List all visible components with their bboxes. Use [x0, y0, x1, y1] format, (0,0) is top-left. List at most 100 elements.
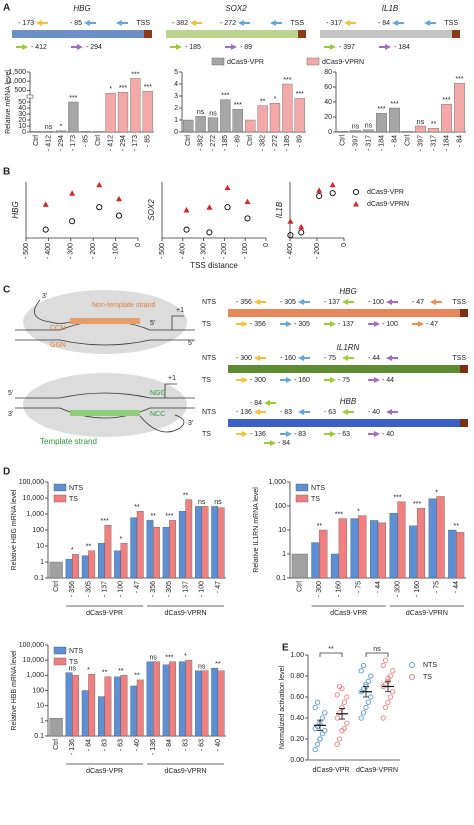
legend-label: dCas9-VPR	[227, 59, 264, 66]
arrow	[324, 431, 336, 437]
arrow	[254, 355, 266, 361]
y-tick-label: 20	[18, 117, 26, 124]
y-tick-label: 30	[18, 111, 26, 118]
arrow	[324, 44, 336, 50]
point	[380, 715, 386, 721]
site-label: - 305	[294, 321, 310, 328]
arrow	[236, 431, 248, 437]
y-tick-label: 1	[40, 559, 44, 566]
bar	[257, 105, 268, 133]
label: NGG	[150, 390, 166, 397]
point	[42, 226, 49, 233]
tss-label: TSS	[136, 20, 150, 27]
legend-label: NTS	[69, 648, 83, 655]
gene-name: HBB	[340, 397, 357, 406]
site-label: - 356	[236, 299, 252, 306]
point	[96, 181, 103, 188]
bar	[80, 131, 91, 133]
significance: ns	[198, 499, 206, 506]
label: Non-template strand	[92, 302, 156, 309]
label: CCN	[50, 325, 65, 332]
significance: ns	[365, 123, 373, 130]
x-tick-label: - 100	[112, 243, 119, 259]
y-axis-label: Relative HBB mRNA level	[11, 650, 18, 731]
axis-break	[26, 94, 34, 99]
point	[287, 232, 294, 239]
x-tick-label: - 84	[391, 135, 398, 147]
x-tick-label: - 356	[69, 581, 76, 597]
y-tick-label: 0	[174, 129, 178, 136]
site-label: - 185	[185, 44, 201, 51]
point	[317, 736, 323, 742]
bar	[245, 119, 256, 133]
point	[382, 704, 389, 711]
label: 3'	[42, 293, 47, 300]
bar	[201, 506, 209, 579]
point	[363, 704, 369, 711]
panel-label: B	[3, 167, 10, 178]
label: 5'	[8, 390, 13, 397]
bar	[55, 130, 67, 133]
bar	[269, 103, 281, 133]
point	[244, 215, 251, 222]
site-label: - 412	[31, 44, 47, 51]
x-tick-label: Ctrl	[247, 135, 254, 146]
point	[312, 746, 318, 753]
point	[329, 190, 336, 197]
significance: **	[453, 523, 459, 530]
site-label: - 89	[240, 44, 252, 51]
significance: ns	[69, 666, 77, 673]
gene-name: IL1RN	[337, 343, 360, 352]
legend-label: dCas9-VPRN	[322, 59, 364, 66]
x-tick-label: dCas9-VPRN	[356, 767, 398, 774]
point	[322, 710, 328, 716]
significance: *	[109, 86, 112, 93]
label: 5'	[188, 340, 193, 347]
significance: *	[435, 489, 438, 496]
gene-name: HBG	[339, 287, 356, 296]
y-tick-label: 20	[324, 114, 332, 121]
site-label: - 305	[280, 299, 296, 306]
y-tick-label: 1,500	[8, 69, 26, 76]
significance: ***	[221, 92, 229, 99]
arrow	[170, 44, 182, 50]
x-tick-label: - 160	[414, 581, 421, 597]
legend-marker	[353, 201, 359, 207]
x-tick-label: - 89	[297, 135, 304, 147]
bar	[337, 131, 348, 133]
x-tick-label: - 84	[166, 739, 173, 751]
x-tick-label: - 305	[85, 581, 92, 597]
label: +1	[168, 375, 176, 382]
x-tick-label: - 184	[443, 135, 450, 151]
significance: *	[274, 96, 277, 103]
point	[382, 657, 389, 663]
x-tick-label: - 100	[199, 581, 206, 597]
point	[368, 673, 374, 679]
x-tick-label: - 200	[221, 243, 228, 259]
site-label: - 47	[412, 299, 424, 306]
x-tick-label: - 294	[120, 135, 127, 151]
point	[344, 694, 350, 700]
arrow	[392, 20, 404, 26]
gene-bar	[228, 365, 468, 373]
site-label: - 83	[280, 409, 292, 416]
point	[183, 207, 190, 213]
significance: ***	[442, 97, 450, 104]
error-bar	[317, 719, 323, 731]
bar	[49, 718, 63, 737]
panel-label: E	[282, 643, 289, 654]
y-tick-label: 0.1	[34, 733, 44, 740]
legend-label: TS	[311, 496, 320, 503]
legend-marker	[352, 188, 360, 196]
significance: ***	[144, 84, 152, 91]
point	[334, 715, 340, 721]
gene-bar	[166, 30, 306, 38]
legend-marker	[409, 662, 415, 668]
label: NCC	[150, 411, 165, 418]
site-label: - 84	[378, 20, 390, 27]
point	[319, 715, 326, 721]
sig-bracket	[319, 652, 343, 657]
x-tick-label: - 44	[453, 581, 460, 593]
significance: ***	[377, 106, 385, 113]
legend-swatch	[53, 494, 67, 503]
